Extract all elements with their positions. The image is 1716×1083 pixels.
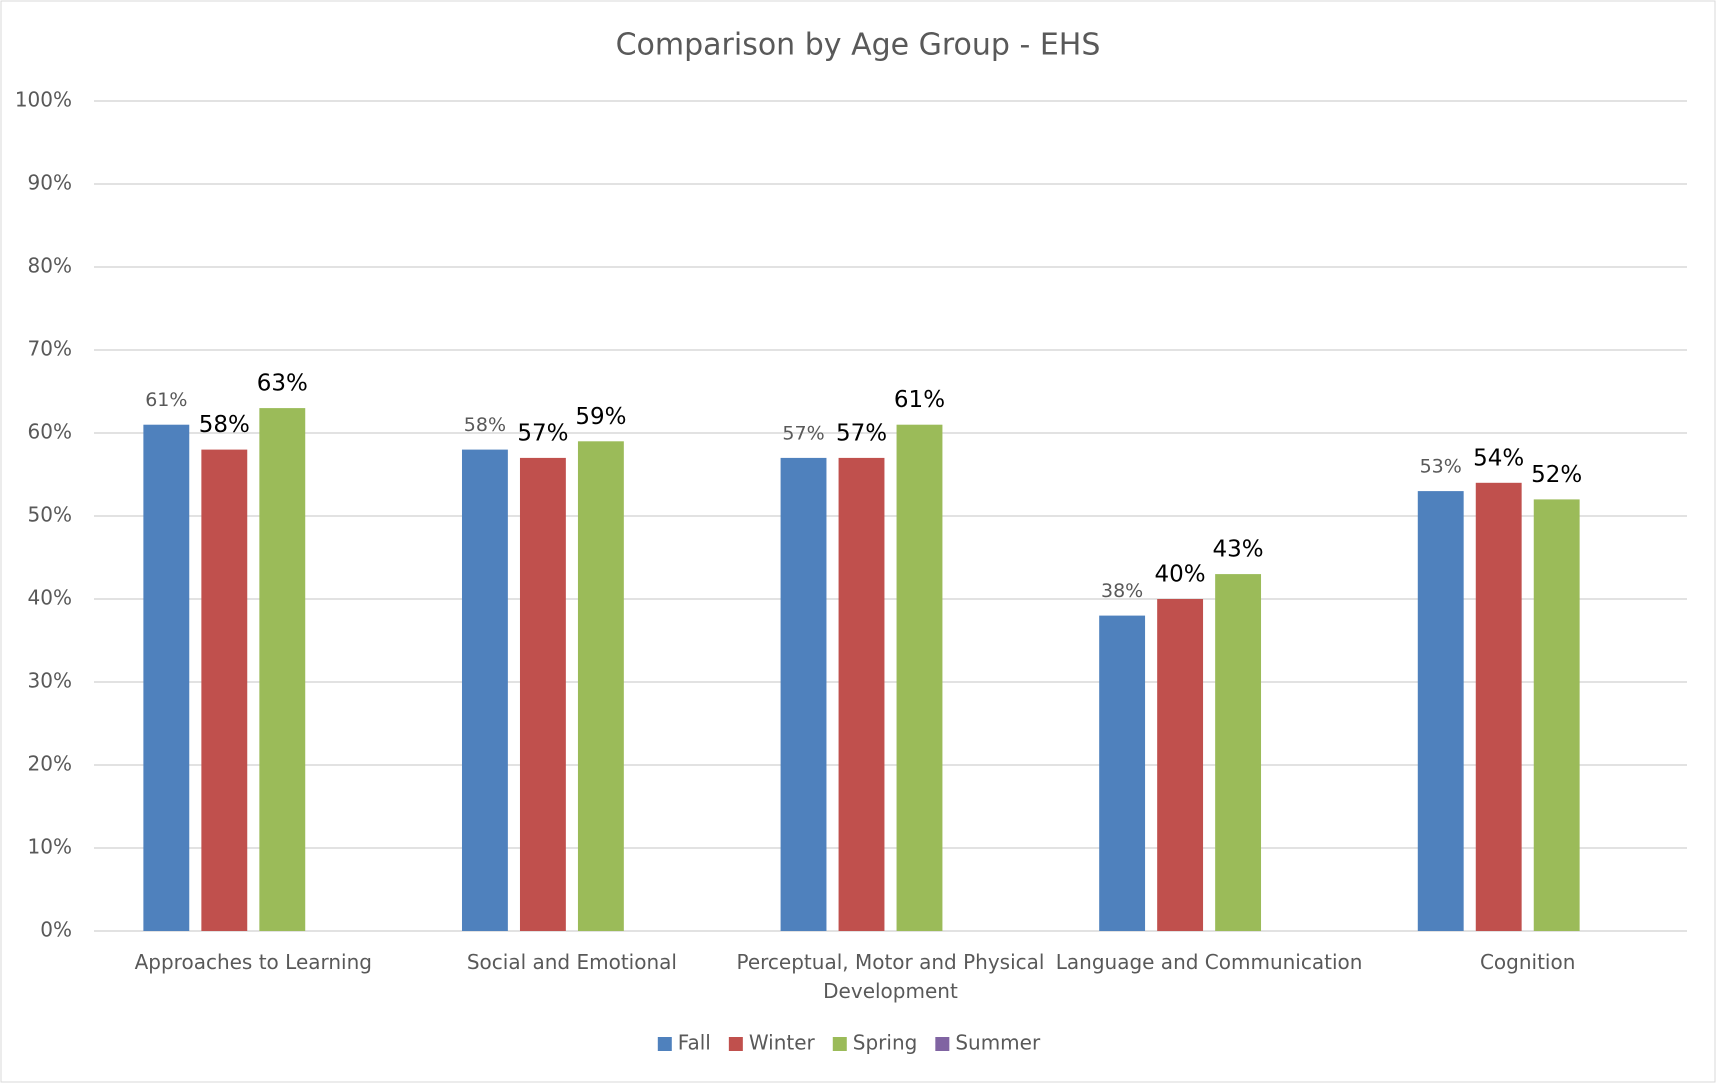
- y-tick-label: 60%: [28, 420, 72, 444]
- bar: [1417, 491, 1464, 931]
- y-tick-label: 80%: [28, 254, 72, 278]
- legend-swatch: [728, 1037, 743, 1051]
- data-label: 54%: [1473, 445, 1524, 471]
- y-tick-label: 40%: [28, 586, 72, 610]
- legend-label: Fall: [678, 1031, 711, 1055]
- bar: [1099, 615, 1146, 931]
- y-tick-label: 0%: [40, 918, 72, 942]
- x-tick-label: Perceptual, Motor and Physical Developme…: [736, 950, 1045, 1003]
- data-label: 58%: [199, 412, 250, 438]
- y-tick-label: 100%: [15, 88, 72, 112]
- x-tick-label: Social and Emotional: [466, 950, 677, 974]
- legend-swatch: [832, 1037, 847, 1051]
- y-tick-label: 30%: [28, 669, 72, 693]
- data-label: 38%: [1101, 580, 1143, 602]
- bar: [143, 424, 190, 931]
- data-label: 52%: [1531, 462, 1582, 488]
- data-label: 59%: [575, 404, 626, 430]
- y-tick-label: 70%: [28, 337, 72, 361]
- data-label: 40%: [1155, 562, 1206, 588]
- x-tick-label: Language and Communication: [1055, 950, 1363, 974]
- bar: [1533, 499, 1580, 931]
- bar: [1215, 574, 1262, 931]
- data-label: 61%: [894, 387, 945, 413]
- data-label: 53%: [1420, 456, 1462, 478]
- bar: [577, 441, 624, 931]
- bar: [780, 457, 827, 931]
- legend-swatch: [657, 1037, 672, 1051]
- bar: [201, 449, 248, 931]
- legend-swatch: [935, 1037, 950, 1051]
- data-label: 43%: [1213, 537, 1264, 563]
- data-label: 57%: [836, 420, 887, 446]
- y-tick-label: 90%: [28, 171, 72, 195]
- x-tick-label: Cognition: [1479, 950, 1576, 974]
- y-tick-label: 20%: [28, 752, 72, 776]
- x-tick-label: Approaches to Learning: [134, 950, 372, 974]
- data-label: 57%: [517, 420, 568, 446]
- bar: [838, 457, 885, 931]
- legend-label: Winter: [749, 1031, 816, 1055]
- data-label: 61%: [145, 389, 187, 411]
- data-label: 57%: [782, 422, 824, 444]
- bar: [259, 408, 306, 932]
- y-tick-label: 50%: [28, 503, 72, 527]
- bar: [896, 424, 943, 931]
- bar: [461, 449, 508, 931]
- data-label: 58%: [464, 414, 506, 436]
- bar: [1475, 482, 1522, 931]
- data-label: 63%: [257, 371, 308, 397]
- y-tick-label: 10%: [28, 835, 72, 859]
- bar: [1157, 599, 1204, 931]
- chart-title: Comparison by Age Group - EHS: [616, 28, 1101, 63]
- legend-label: Summer: [955, 1031, 1041, 1055]
- legend-label: Spring: [853, 1031, 918, 1055]
- bar: [519, 457, 566, 931]
